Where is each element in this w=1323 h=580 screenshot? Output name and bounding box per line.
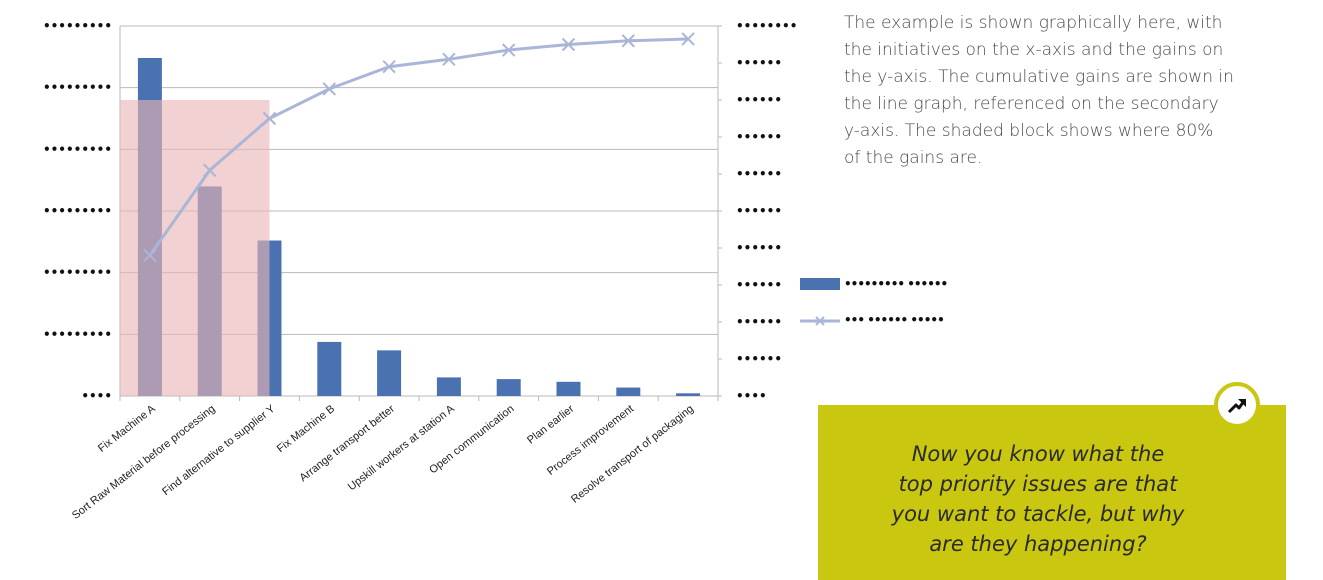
y2-tick-label: •••••• <box>736 315 782 329</box>
cumulative-point <box>322 82 337 96</box>
cumulative-point <box>382 59 396 74</box>
callout-line: are they happening? <box>929 532 1147 556</box>
callout-line: Now you know what the <box>911 442 1165 466</box>
y2-tick-label: •••••• <box>736 93 782 107</box>
bar <box>436 377 461 396</box>
y2-tick-label: •••• <box>736 389 767 403</box>
cumulative-point <box>621 34 636 48</box>
y2-tick-label: •••••• <box>736 167 782 181</box>
description-line: y-axis. The shaded block shows where 80% <box>844 121 1214 141</box>
legend-bar-label: ••••••••• •••••• <box>844 277 948 291</box>
pareto-chart: •••• ••••••••• ••••••••• ••••••••• •••••••••… <box>43 19 797 522</box>
y-tick-label: ••••••••• <box>43 204 112 218</box>
y2-tick-label: •••••••• <box>736 19 797 33</box>
y2-tick-label: •••••• <box>736 56 782 70</box>
x-tick-label: Plan earlier <box>525 403 576 447</box>
bar <box>556 381 581 396</box>
y2-tick-label: •••••• <box>736 130 782 144</box>
callout-line: you want to tackle, but why <box>891 502 1185 526</box>
y-tick-label: ••••••••• <box>43 81 112 95</box>
y-tick-label: ••••••••• <box>43 266 112 280</box>
legend-item-bars: ••••••••• •••••• <box>800 274 948 294</box>
y2-tick-label: •••••• <box>736 352 782 366</box>
description-line: the initiatives on the x-axis and the ga… <box>844 40 1224 60</box>
y-tick-label: ••••••••• <box>43 327 112 341</box>
legend-bar-swatch <box>800 278 840 290</box>
y-tick-label: •••• <box>81 389 112 403</box>
cumulative-point <box>561 37 576 52</box>
y-tick-label: ••••••••• <box>43 19 112 33</box>
callout-text: Now you know what the top priority issue… <box>818 439 1258 559</box>
description-line: the y-axis. The cumulative gains are sho… <box>844 67 1234 87</box>
x-tick-label: Upskill workers at station A <box>346 403 457 494</box>
chart-description: The example is shown graphically here, w… <box>844 10 1316 172</box>
description-line: The example is shown graphically here, w… <box>844 13 1223 33</box>
y2-tick-label: •••••• <box>736 278 782 292</box>
x-tick-label: Fix Machine B <box>275 403 337 455</box>
x-tick-label: Find alternative to supplier Y <box>160 403 278 499</box>
cumulative-point <box>442 52 456 67</box>
callout-line: top priority issues are that <box>898 472 1178 496</box>
callout-box: Now you know what the top priority issue… <box>818 405 1286 580</box>
description-line: the line graph, referenced on the second… <box>844 94 1219 114</box>
highlight-block <box>120 100 270 396</box>
cumulative-point <box>143 248 157 263</box>
legend-item-line: ••• •••••• ••••• <box>800 310 945 330</box>
description-line: of the gains are. <box>844 148 983 168</box>
legend-line-label: ••• •••••• ••••• <box>844 313 945 327</box>
bar <box>676 393 701 396</box>
cumulative-point <box>202 163 217 178</box>
x-tick-label: Fix Machine A <box>96 403 158 455</box>
legend-line-swatch <box>800 314 840 326</box>
y2-tick-label: •••••• <box>736 241 782 255</box>
x-tick-label: Arrange transport better <box>298 403 398 485</box>
cumulative-point <box>262 111 277 126</box>
trend-arrow-icon <box>1214 382 1260 428</box>
bar <box>496 379 521 396</box>
cumulative-line <box>148 37 689 257</box>
chart-legend: ••••••••• •••••• ••• •••••• ••••• <box>800 274 1040 334</box>
bar <box>377 350 402 396</box>
chart-canvas: ••••••••••••••••••••••••••••••••••••••••… <box>43 19 797 522</box>
y2-tick-label: •••••• <box>736 204 782 218</box>
cumulative-point <box>501 43 516 57</box>
bar <box>616 387 641 396</box>
bar <box>317 341 342 396</box>
x-tick-label: Resolve transport of packaging <box>569 403 696 506</box>
cumulative-point <box>681 32 695 46</box>
y-tick-label: ••••••••• <box>43 142 112 156</box>
